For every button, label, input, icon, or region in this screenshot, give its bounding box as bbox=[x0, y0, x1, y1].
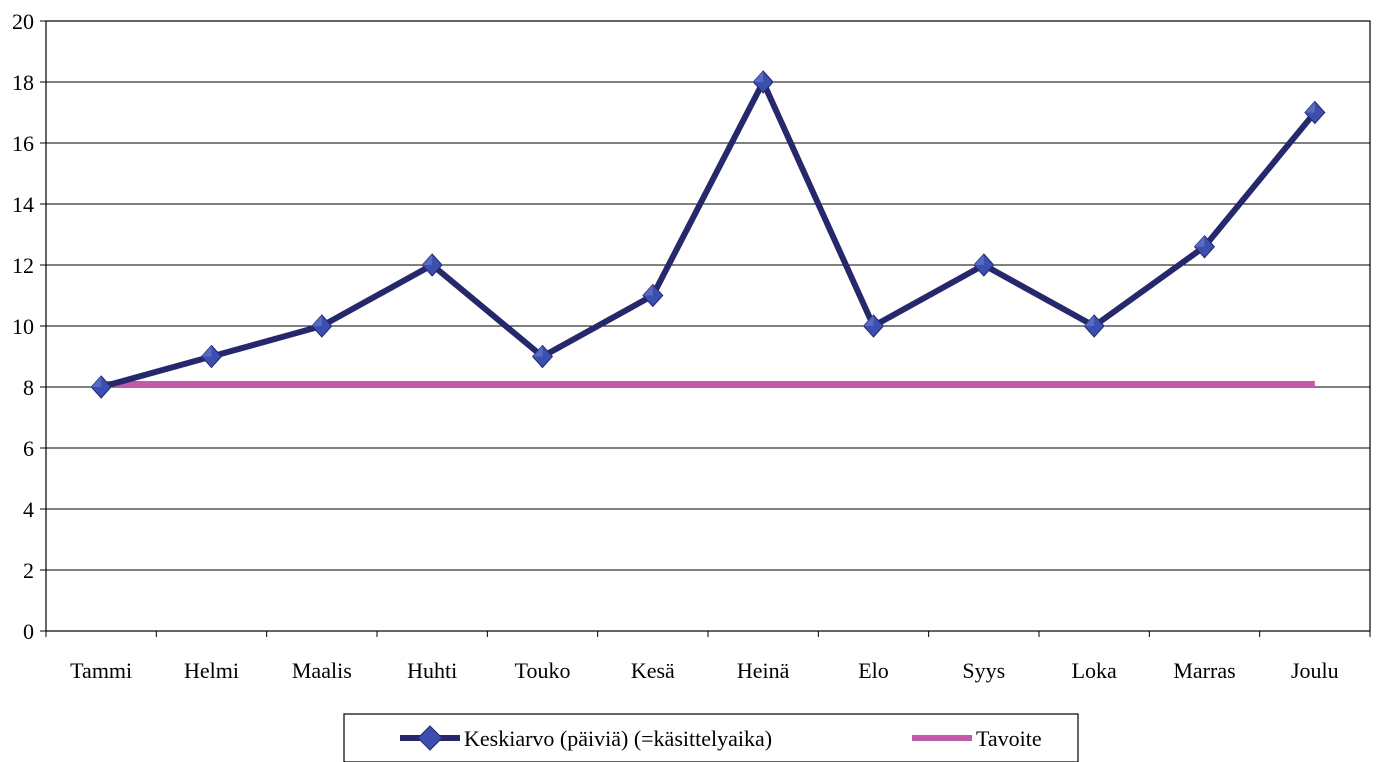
x-tick-label: Loka bbox=[1072, 658, 1117, 683]
x-tick-label: Huhti bbox=[407, 658, 457, 683]
series-line-keskiarvo bbox=[101, 82, 1315, 387]
legend-label-keskiarvo: Keskiarvo (päiviä) (=käsittelyaika) bbox=[464, 726, 772, 751]
x-tick-label: Syys bbox=[962, 658, 1005, 683]
y-tick-label: 0 bbox=[23, 619, 34, 644]
y-tick-label: 4 bbox=[23, 497, 34, 522]
x-tick-label: Helmi bbox=[184, 658, 239, 683]
axes bbox=[40, 21, 1370, 637]
legend: Keskiarvo (päiviä) (=käsittelyaika) Tavo… bbox=[344, 714, 1078, 762]
x-tick-label: Joulu bbox=[1291, 658, 1339, 683]
series bbox=[91, 71, 1324, 398]
y-tick-label: 12 bbox=[12, 253, 34, 278]
y-tick-label: 2 bbox=[23, 558, 34, 583]
x-tick-label: Kesä bbox=[631, 658, 675, 683]
x-tick-label: Tammi bbox=[70, 658, 132, 683]
y-tick-label: 10 bbox=[12, 314, 34, 339]
x-tick-label: Marras bbox=[1173, 658, 1235, 683]
x-tick-label: Maalis bbox=[292, 658, 352, 683]
y-tick-label: 6 bbox=[23, 436, 34, 461]
x-tick-label: Elo bbox=[858, 658, 889, 683]
y-tick-label: 8 bbox=[23, 375, 34, 400]
y-tick-label: 16 bbox=[12, 131, 34, 156]
y-tick-label: 20 bbox=[12, 9, 34, 34]
gridlines bbox=[46, 21, 1370, 631]
y-tick-label: 14 bbox=[12, 192, 34, 217]
legend-label-tavoite: Tavoite bbox=[976, 726, 1042, 751]
x-tick-label: Touko bbox=[515, 658, 571, 683]
y-tick-label: 18 bbox=[12, 70, 34, 95]
x-tick-label: Heinä bbox=[737, 658, 790, 683]
